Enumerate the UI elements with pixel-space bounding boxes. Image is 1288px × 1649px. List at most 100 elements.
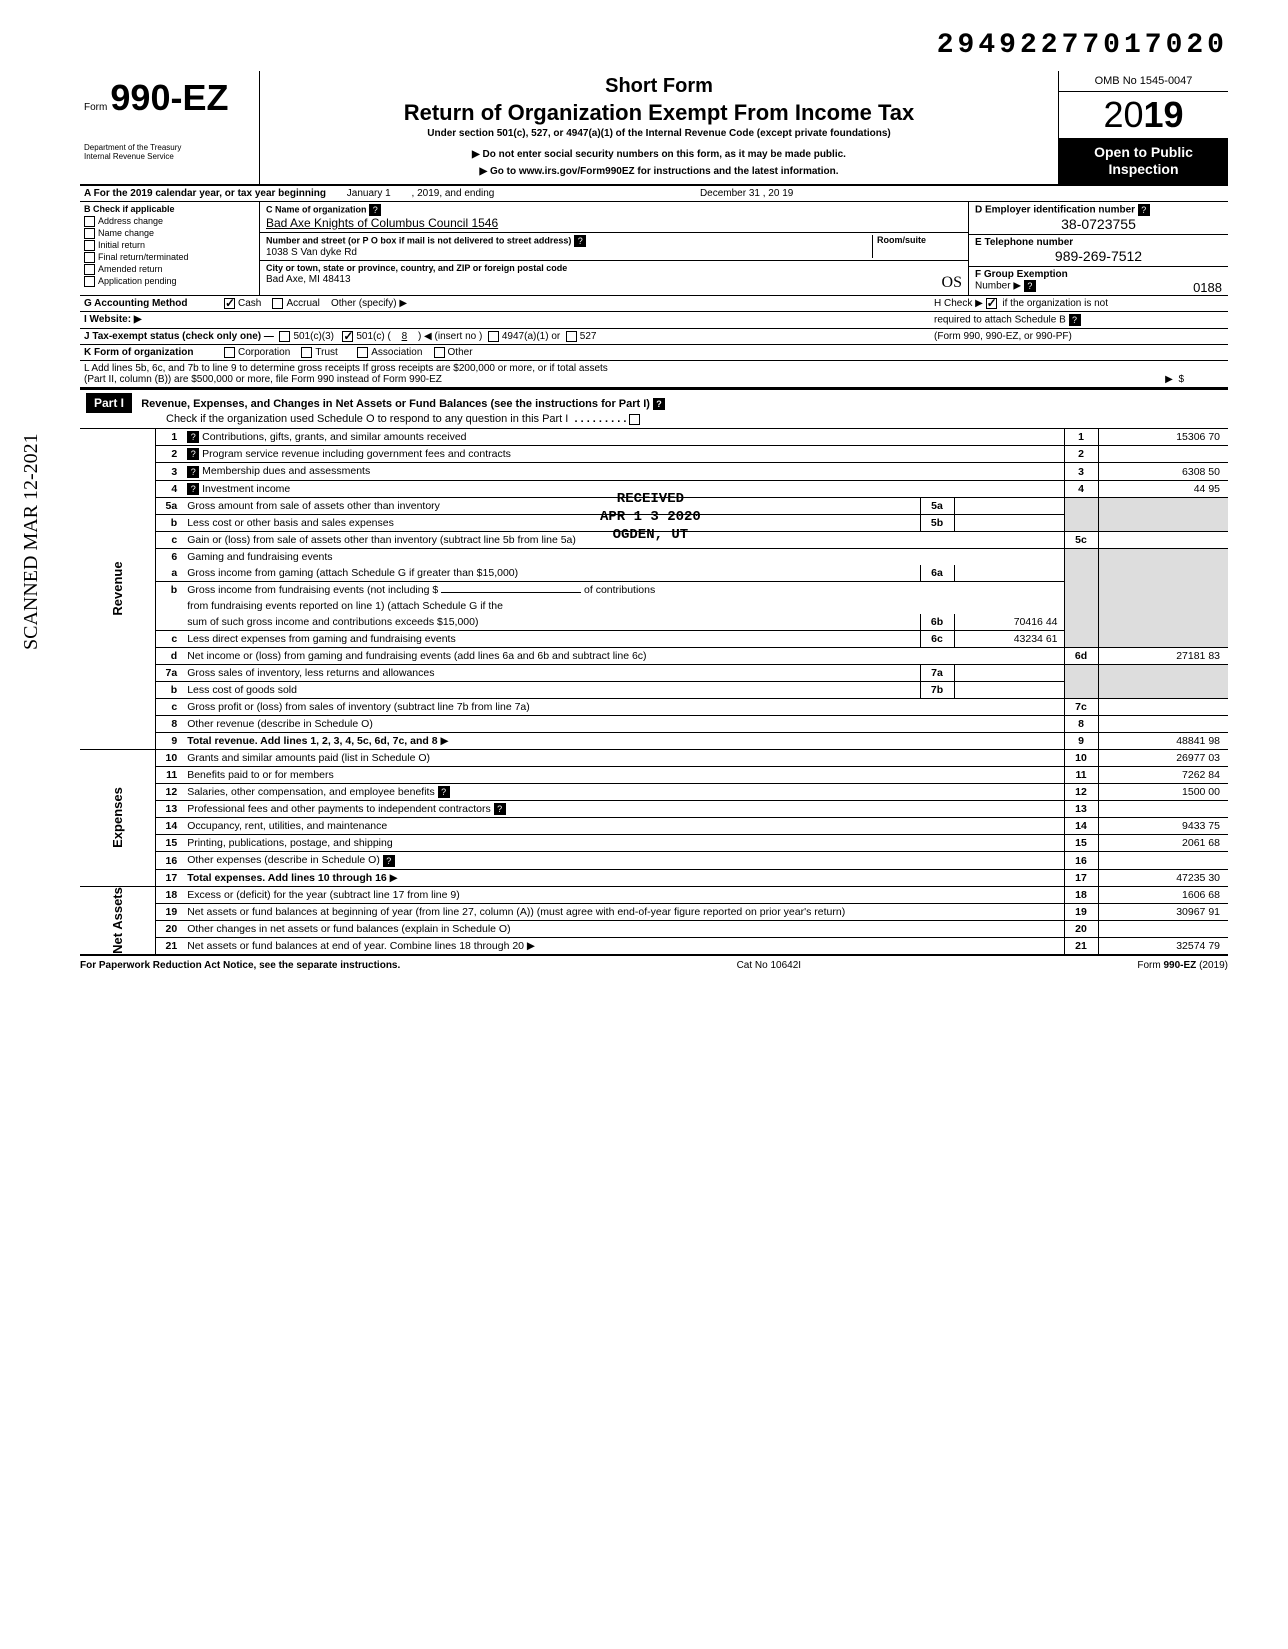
line-no: 8 bbox=[155, 715, 183, 732]
line-no: 2 bbox=[155, 446, 183, 463]
h-label: H Check ▶ bbox=[934, 298, 983, 309]
other-label: Other (specify) ▶ bbox=[331, 298, 407, 309]
footer-left: For Paperwork Reduction Act Notice, see … bbox=[80, 960, 400, 971]
g-label: G Accounting Method bbox=[84, 298, 224, 309]
goto-link: ▶ Go to www.irs.gov/Form990EZ for instru… bbox=[268, 166, 1050, 177]
tax-year: 20201919 bbox=[1059, 92, 1228, 138]
chk-amended[interactable]: Amended return bbox=[84, 264, 255, 275]
chk-name[interactable]: Name change bbox=[84, 228, 255, 239]
col-no: 2 bbox=[1064, 446, 1098, 463]
help-icon[interactable]: ? bbox=[1024, 280, 1036, 292]
line-desc: Benefits paid to or for members bbox=[187, 769, 333, 781]
line-desc: Printing, publications, postage, and shi… bbox=[187, 837, 392, 849]
help-icon[interactable]: ? bbox=[494, 803, 506, 815]
open-public: Open to PublicInspection bbox=[1059, 138, 1228, 184]
chk-other-org[interactable] bbox=[434, 347, 445, 358]
line-no: 11 bbox=[155, 766, 183, 783]
help-icon[interactable]: ? bbox=[187, 431, 199, 443]
j-label: J Tax-exempt status (check only one) — bbox=[84, 331, 274, 342]
l-text1: L Add lines 5b, 6c, and 7b to line 9 to … bbox=[84, 363, 608, 374]
chk-assoc[interactable] bbox=[357, 347, 368, 358]
line-no: d bbox=[155, 647, 183, 664]
mid-no: 6b bbox=[920, 614, 954, 631]
f-label2: Number ▶ bbox=[975, 280, 1021, 291]
line-value bbox=[1098, 801, 1228, 818]
col-no: 20 bbox=[1064, 920, 1098, 937]
help-icon[interactable]: ? bbox=[369, 204, 381, 216]
line-desc: Gross sales of inventory, less returns a… bbox=[187, 667, 434, 679]
help-icon[interactable]: ? bbox=[574, 235, 586, 247]
h-text2: if the organization is not bbox=[1002, 298, 1108, 309]
line-no: 15 bbox=[155, 835, 183, 852]
line-value: 1606 68 bbox=[1098, 886, 1228, 903]
col-no: 19 bbox=[1064, 903, 1098, 920]
mid-no: 5a bbox=[920, 497, 954, 514]
ssn-note: ▶ Do not enter social security numbers o… bbox=[268, 149, 1050, 160]
line-desc: Other expenses (describe in Schedule O) bbox=[187, 854, 380, 866]
chk-sched-b[interactable] bbox=[986, 298, 997, 309]
chk-corp[interactable] bbox=[224, 347, 235, 358]
line-desc: Gaming and fundraising events bbox=[187, 551, 332, 563]
period-begin: January 1 bbox=[329, 188, 409, 199]
help-icon[interactable]: ? bbox=[438, 786, 450, 798]
received-stamp: RECEIVED APR 1 3 2020 OGDEN, UT bbox=[600, 490, 701, 545]
line-no: b bbox=[155, 581, 183, 598]
mid-val bbox=[954, 514, 1064, 531]
form-prefix: Form bbox=[84, 102, 107, 113]
dollar-sign: $ bbox=[1178, 374, 1184, 385]
help-icon[interactable]: ? bbox=[383, 855, 395, 867]
501c-no: 8 bbox=[394, 331, 416, 342]
line-desc: Less cost or other basis and sales expen… bbox=[187, 517, 394, 529]
chk-pending[interactable]: Application pending bbox=[84, 276, 255, 287]
help-icon[interactable]: ? bbox=[1138, 204, 1150, 216]
line-value bbox=[1098, 698, 1228, 715]
line-desc: from fundraising events reported on line… bbox=[187, 600, 503, 612]
col-no: 12 bbox=[1064, 783, 1098, 800]
chk-501c[interactable] bbox=[342, 331, 353, 342]
line-value bbox=[1098, 852, 1228, 869]
chk-trust[interactable] bbox=[301, 347, 312, 358]
col-no: 5c bbox=[1064, 531, 1098, 548]
trust-label: Trust bbox=[315, 347, 337, 358]
h-text3: required to attach Schedule B bbox=[934, 314, 1066, 325]
help-icon[interactable]: ? bbox=[187, 448, 199, 460]
line-desc: Gross income from fundraising events (no… bbox=[187, 584, 438, 596]
col-no: 11 bbox=[1064, 766, 1098, 783]
527-label: 527 bbox=[580, 331, 597, 342]
chk-initial[interactable]: Initial return bbox=[84, 240, 255, 251]
501c-label: 501(c) ( bbox=[356, 331, 390, 342]
line-no: 16 bbox=[155, 852, 183, 869]
chk-501c3[interactable] bbox=[279, 331, 290, 342]
help-icon[interactable]: ? bbox=[1069, 314, 1081, 326]
line-no: b bbox=[155, 514, 183, 531]
line-value: 32574 79 bbox=[1098, 937, 1228, 955]
chk-sched-o[interactable] bbox=[629, 414, 640, 425]
col-no: 3 bbox=[1064, 463, 1098, 480]
line-desc: Total expenses. Add lines 10 through 16 bbox=[187, 872, 387, 884]
col-no: 17 bbox=[1064, 869, 1098, 886]
line-value: 15306 70 bbox=[1098, 429, 1228, 446]
mid-no: 5b bbox=[920, 514, 954, 531]
line-desc: Less direct expenses from gaming and fun… bbox=[187, 633, 455, 645]
chk-cash[interactable] bbox=[224, 298, 235, 309]
org-name: Bad Axe Knights of Columbus Council 1546 bbox=[266, 216, 498, 230]
chk-4947[interactable] bbox=[488, 331, 499, 342]
line-no: b bbox=[155, 681, 183, 698]
help-icon[interactable]: ? bbox=[187, 483, 199, 495]
col-no: 1 bbox=[1064, 429, 1098, 446]
addr-label: Number and street (or P O box if mail is… bbox=[266, 235, 571, 245]
line-desc: Professional fees and other payments to … bbox=[187, 803, 491, 815]
chk-final[interactable]: Final return/terminated bbox=[84, 252, 255, 263]
other-org-label: Other bbox=[448, 347, 473, 358]
help-icon[interactable]: ? bbox=[187, 466, 199, 478]
line-desc: Gross profit or (loss) from sales of inv… bbox=[187, 701, 530, 713]
chk-address[interactable]: Address change bbox=[84, 216, 255, 227]
k-label: K Form of organization bbox=[84, 347, 224, 358]
f-label: F Group Exemption bbox=[975, 269, 1068, 280]
line-no: c bbox=[155, 698, 183, 715]
chk-accrual[interactable] bbox=[272, 298, 283, 309]
accrual-label: Accrual bbox=[286, 298, 319, 309]
chk-527[interactable] bbox=[566, 331, 577, 342]
help-icon[interactable]: ? bbox=[653, 398, 665, 410]
city-label: City or town, state or province, country… bbox=[266, 263, 567, 273]
